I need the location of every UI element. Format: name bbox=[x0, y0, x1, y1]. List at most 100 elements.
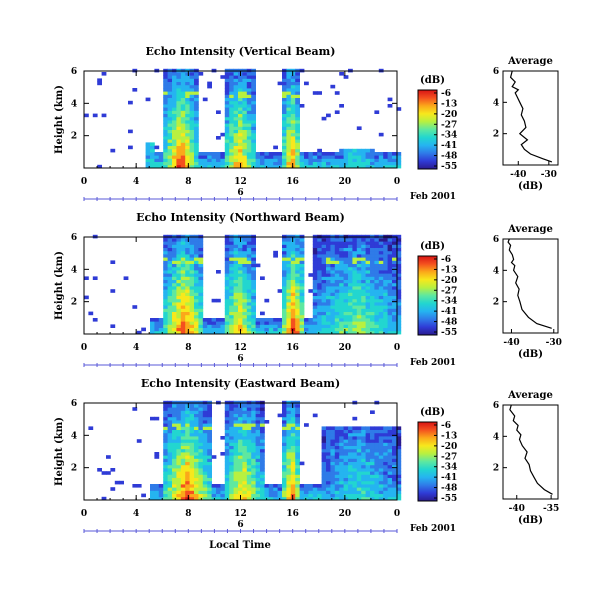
heatmap-cell bbox=[242, 250, 248, 255]
heatmap-cell bbox=[185, 139, 190, 143]
heatmap-cell bbox=[194, 254, 199, 258]
heatmap-cell bbox=[97, 81, 102, 86]
heatmap-cell bbox=[312, 276, 318, 280]
heatmap-cell bbox=[343, 461, 349, 466]
heatmap-cell bbox=[273, 161, 278, 166]
heatmap-cell bbox=[295, 266, 300, 271]
heatmap-cell bbox=[176, 426, 182, 430]
heatmap-cell bbox=[396, 250, 402, 255]
heatmap-cell bbox=[304, 152, 309, 156]
heatmap-cell bbox=[365, 471, 371, 475]
heatmap-cell bbox=[233, 136, 239, 140]
heatmap-cell bbox=[361, 273, 366, 277]
heatmap-cell bbox=[295, 464, 300, 469]
heatmap-cell bbox=[392, 155, 397, 159]
heatmap-cell bbox=[246, 97, 252, 102]
heatmap-cell bbox=[365, 260, 371, 264]
heatmap-cell bbox=[172, 330, 177, 335]
heatmap-cell bbox=[317, 161, 322, 166]
heatmap-cell bbox=[365, 445, 371, 450]
heatmap-cell bbox=[392, 254, 397, 258]
heatmap-cell bbox=[163, 461, 168, 466]
heatmap-cell bbox=[229, 305, 234, 309]
heatmap-cell bbox=[282, 496, 287, 501]
heatmap-cell bbox=[330, 155, 336, 159]
heatmap-cell bbox=[101, 72, 107, 76]
heatmap-cell bbox=[194, 104, 199, 108]
heatmap-cell bbox=[163, 464, 168, 469]
heatmap-cell bbox=[194, 78, 199, 82]
heatmap-cell bbox=[383, 321, 388, 325]
heatmap-cell bbox=[312, 260, 318, 264]
heatmap-cell bbox=[374, 426, 380, 430]
y-axis-label: Height (km) bbox=[54, 85, 65, 154]
heatmap-cell bbox=[370, 286, 375, 290]
heatmap-cell bbox=[326, 490, 331, 494]
heatmap-cell bbox=[273, 327, 278, 332]
heatmap-cell bbox=[365, 436, 371, 440]
heatmap-cell bbox=[396, 445, 402, 450]
heatmap-cell bbox=[189, 78, 195, 82]
heatmap-cell bbox=[163, 289, 168, 293]
heatmap-cell bbox=[383, 484, 388, 488]
heatmap-cell bbox=[145, 142, 151, 146]
heatmap-cell bbox=[154, 327, 160, 332]
heatmap-cell bbox=[286, 452, 292, 456]
heatmap-cell bbox=[370, 458, 375, 462]
heatmap-cell bbox=[378, 327, 384, 332]
heatmap-cell bbox=[198, 455, 204, 459]
heatmap-cell bbox=[339, 426, 344, 430]
heatmap-cell bbox=[286, 445, 292, 450]
heatmap-cell bbox=[233, 295, 239, 300]
heatmap-cell bbox=[396, 458, 402, 462]
heatmap-cell bbox=[189, 468, 195, 472]
heatmap-cell bbox=[172, 490, 177, 494]
heatmap-cell bbox=[343, 164, 349, 169]
heatmap-cell bbox=[352, 254, 358, 258]
heatmap-cell bbox=[251, 484, 256, 488]
heatmap-cell bbox=[334, 455, 340, 459]
heatmap-cell bbox=[273, 493, 278, 498]
heatmap-cell bbox=[286, 78, 292, 82]
heatmap-cell bbox=[180, 276, 186, 280]
heatmap-cell bbox=[158, 161, 164, 166]
heatmap-cell bbox=[352, 308, 358, 312]
heatmap-cell bbox=[233, 282, 239, 287]
heatmap-cell bbox=[185, 292, 190, 296]
heatmap-cell bbox=[246, 404, 252, 408]
heatmap-cell bbox=[251, 254, 256, 258]
colorbar-tick-label: -27 bbox=[441, 120, 457, 130]
heatmap-cell bbox=[163, 404, 168, 408]
heatmap-cell bbox=[176, 250, 182, 255]
heatmap-cell bbox=[326, 279, 331, 284]
heatmap-cell bbox=[233, 432, 239, 437]
heatmap-cell bbox=[348, 254, 353, 258]
heatmap-cell bbox=[238, 129, 243, 134]
heatmap-cell bbox=[299, 305, 305, 309]
heatmap-cell bbox=[185, 107, 190, 111]
heatmap-cell bbox=[312, 286, 318, 290]
heatmap-cell bbox=[334, 263, 340, 268]
heatmap-cell bbox=[308, 324, 314, 328]
heatmap-cell bbox=[295, 302, 300, 306]
heatmap-cell bbox=[356, 295, 362, 300]
heatmap-cell bbox=[202, 426, 208, 430]
heatmap-cell bbox=[180, 257, 186, 261]
heatmap-cell bbox=[242, 155, 248, 159]
heatmap-cell bbox=[233, 461, 239, 466]
heatmap-cell bbox=[220, 321, 226, 325]
heatmap-cell bbox=[216, 330, 221, 335]
panel-title: Echo Intensity (Vertical Beam) bbox=[145, 45, 335, 58]
heatmap-cell bbox=[365, 442, 371, 446]
heatmap-cell bbox=[180, 132, 186, 137]
heatmap-cell bbox=[207, 436, 212, 440]
heatmap-cell bbox=[229, 161, 234, 166]
heatmap-cell bbox=[242, 75, 248, 79]
heatmap-cell bbox=[396, 292, 402, 296]
heatmap-cell bbox=[290, 136, 296, 140]
heatmap-cell bbox=[185, 458, 190, 462]
heatmap-panel-3 bbox=[83, 400, 438, 533]
heatmap-cell bbox=[334, 273, 340, 277]
heatmap-cell bbox=[343, 496, 349, 501]
heatmap-cell bbox=[255, 407, 261, 411]
